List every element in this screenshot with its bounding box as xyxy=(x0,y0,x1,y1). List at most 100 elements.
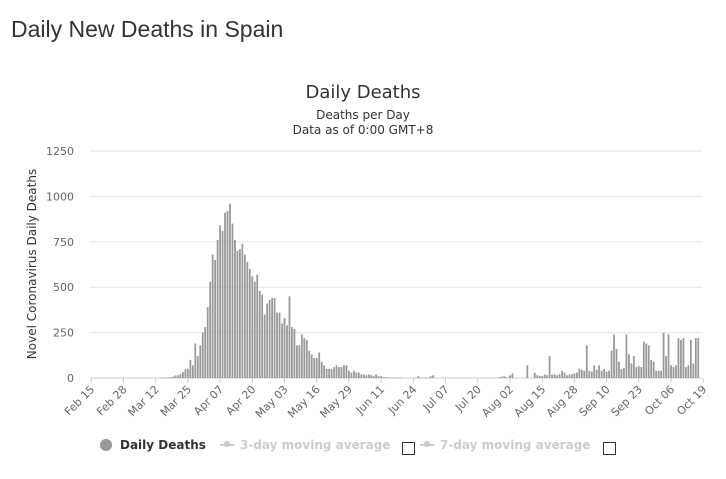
bar[interactable] xyxy=(333,367,335,378)
bar[interactable] xyxy=(598,365,601,378)
bar[interactable] xyxy=(352,370,355,378)
bar[interactable] xyxy=(635,367,638,378)
bar[interactable] xyxy=(375,374,378,378)
bar[interactable] xyxy=(248,269,251,378)
bar[interactable] xyxy=(687,365,690,378)
bar[interactable] xyxy=(365,375,368,378)
bar[interactable] xyxy=(159,377,162,379)
bar[interactable] xyxy=(278,312,281,378)
bar[interactable] xyxy=(164,377,167,379)
legend-item-7-day-average[interactable]: 7-day moving average xyxy=(420,438,590,452)
bar[interactable] xyxy=(608,370,610,378)
bar[interactable] xyxy=(590,371,593,378)
bar[interactable] xyxy=(256,274,259,378)
bar[interactable] xyxy=(546,375,549,378)
bar[interactable] xyxy=(424,377,427,379)
bar[interactable] xyxy=(390,377,392,379)
bar[interactable] xyxy=(186,368,189,378)
bar[interactable] xyxy=(511,373,514,378)
bar[interactable] xyxy=(672,367,675,378)
bar[interactable] xyxy=(201,332,204,378)
bar[interactable] xyxy=(583,370,586,378)
bar[interactable] xyxy=(194,343,197,379)
bar[interactable] xyxy=(276,312,278,378)
bar[interactable] xyxy=(637,366,640,378)
bar[interactable] xyxy=(196,356,199,378)
bar[interactable] xyxy=(504,376,506,378)
bar[interactable] xyxy=(665,356,667,378)
bar[interactable] xyxy=(377,376,380,378)
bar[interactable] xyxy=(263,314,266,378)
bar[interactable] xyxy=(335,365,338,378)
bar[interactable] xyxy=(650,359,653,378)
bar[interactable] xyxy=(694,338,697,378)
bar[interactable] xyxy=(414,377,417,379)
bar[interactable] xyxy=(172,376,174,378)
bar[interactable] xyxy=(246,261,249,378)
checkbox-3-day-average[interactable] xyxy=(402,442,415,455)
bar[interactable] xyxy=(239,249,241,378)
bar[interactable] xyxy=(657,370,660,378)
bar[interactable] xyxy=(268,299,271,378)
bar[interactable] xyxy=(566,375,568,378)
bar[interactable] xyxy=(509,375,511,378)
bar[interactable] xyxy=(308,350,311,378)
bar[interactable] xyxy=(392,377,395,379)
bar[interactable] xyxy=(670,365,672,378)
bar[interactable] xyxy=(628,354,630,378)
bar[interactable] xyxy=(251,276,254,378)
bar[interactable] xyxy=(338,367,340,378)
bar[interactable] xyxy=(580,369,583,378)
bar[interactable] xyxy=(526,365,529,378)
bar[interactable] xyxy=(499,377,501,378)
bar[interactable] xyxy=(372,376,375,378)
bar[interactable] xyxy=(625,334,628,378)
bar[interactable] xyxy=(167,377,169,378)
bar[interactable] xyxy=(533,372,536,378)
bar[interactable] xyxy=(400,377,402,379)
bar[interactable] xyxy=(645,343,648,379)
bar[interactable] xyxy=(427,377,430,379)
bar[interactable] xyxy=(345,365,348,378)
bar[interactable] xyxy=(610,350,613,378)
bar[interactable] xyxy=(662,332,665,378)
bar[interactable] xyxy=(682,338,685,378)
bar[interactable] xyxy=(291,327,293,378)
bar[interactable] xyxy=(348,370,350,378)
bar[interactable] xyxy=(367,374,370,378)
bar[interactable] xyxy=(689,339,692,378)
bar[interactable] xyxy=(362,374,365,378)
bar[interactable] xyxy=(506,377,509,379)
bar[interactable] xyxy=(382,377,385,378)
bar[interactable] xyxy=(620,368,623,378)
bar[interactable] xyxy=(214,259,217,378)
bar[interactable] xyxy=(380,376,383,378)
bar[interactable] xyxy=(548,356,551,378)
bar[interactable] xyxy=(623,368,625,378)
bar[interactable] xyxy=(613,334,615,378)
bar[interactable] xyxy=(593,365,596,378)
bar[interactable] xyxy=(605,371,608,378)
bar[interactable] xyxy=(219,225,221,378)
bar[interactable] xyxy=(174,375,177,378)
bar[interactable] xyxy=(553,374,556,378)
bar[interactable] xyxy=(578,368,581,378)
bar[interactable] xyxy=(325,368,328,378)
bar[interactable] xyxy=(429,376,432,378)
bar[interactable] xyxy=(697,338,700,378)
bar[interactable] xyxy=(283,318,286,378)
bar[interactable] xyxy=(655,370,658,378)
bar[interactable] xyxy=(615,348,618,378)
bar[interactable] xyxy=(229,203,231,378)
bar[interactable] xyxy=(652,361,655,378)
bar[interactable] xyxy=(169,377,172,378)
bar[interactable] xyxy=(397,377,400,379)
bar[interactable] xyxy=(551,374,553,378)
bar[interactable] xyxy=(261,294,264,378)
bar[interactable] xyxy=(199,345,202,378)
bar[interactable] xyxy=(296,345,298,378)
bar[interactable] xyxy=(571,374,573,378)
bar[interactable] xyxy=(556,375,558,378)
bar[interactable] xyxy=(216,239,219,378)
bar[interactable] xyxy=(303,338,306,378)
